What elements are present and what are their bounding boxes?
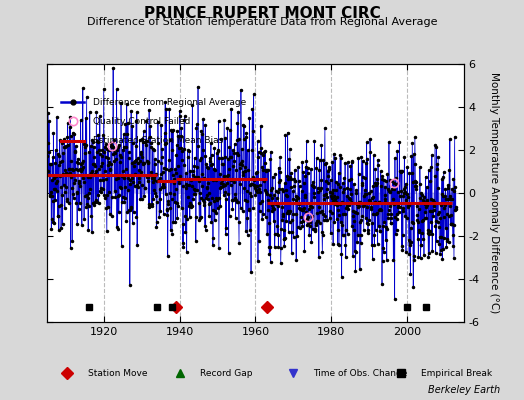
- Y-axis label: Monthly Temperature Anomaly Difference (°C): Monthly Temperature Anomaly Difference (…: [489, 72, 499, 314]
- Text: PRINCE RUPERT MONT CIRC: PRINCE RUPERT MONT CIRC: [144, 6, 380, 21]
- Text: Difference of Station Temperature Data from Regional Average: Difference of Station Temperature Data f…: [87, 17, 437, 27]
- Text: Quality Control Failed: Quality Control Failed: [93, 116, 190, 126]
- Text: Empirical Break: Empirical Break: [421, 368, 493, 378]
- Text: Record Gap: Record Gap: [200, 368, 253, 378]
- Text: Station Move: Station Move: [88, 368, 147, 378]
- Text: Berkeley Earth: Berkeley Earth: [428, 385, 500, 395]
- Text: Time of Obs. Change: Time of Obs. Change: [313, 368, 408, 378]
- Text: Difference from Regional Average: Difference from Regional Average: [93, 98, 246, 107]
- Text: Estimated Station Mean Bias: Estimated Station Mean Bias: [93, 136, 223, 145]
